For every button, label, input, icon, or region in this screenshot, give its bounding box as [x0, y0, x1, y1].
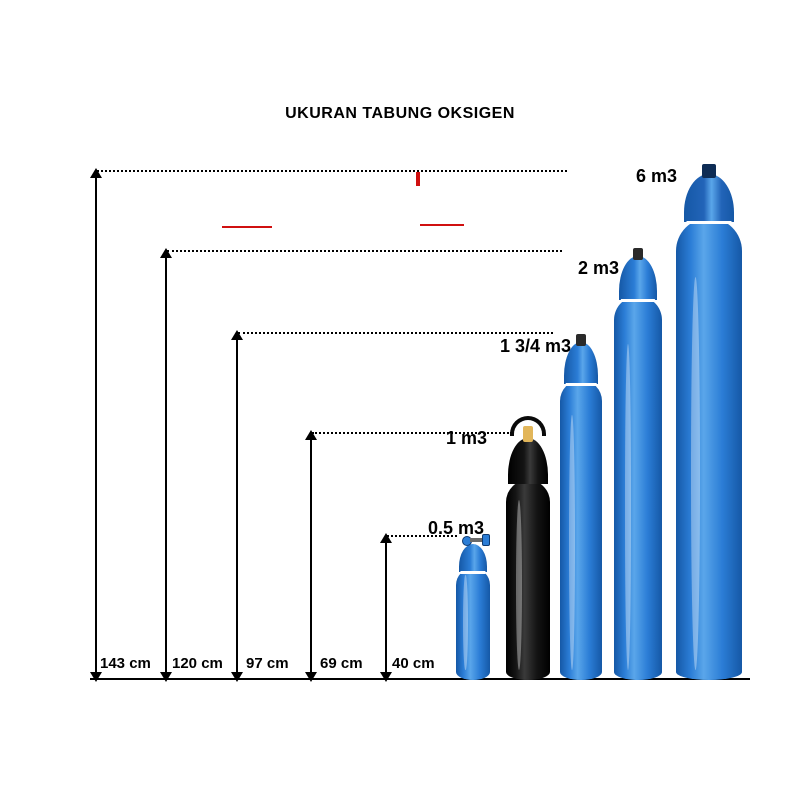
cylinder-body	[456, 568, 490, 680]
cylinder-body	[614, 296, 662, 680]
cylinder	[676, 170, 742, 680]
cylinder-neck-band	[566, 383, 597, 386]
cylinder	[560, 338, 602, 680]
volume-label: 6 m3	[636, 166, 677, 187]
height-label: 69 cm	[320, 655, 363, 672]
cylinder-neck-band	[687, 221, 732, 224]
height-measure-0	[95, 170, 97, 680]
cylinder-neck-band	[621, 299, 655, 302]
cylinder-highlight	[691, 277, 700, 670]
cylinder-cap	[508, 438, 548, 484]
arrow-down-icon	[231, 672, 243, 682]
cylinder-highlight	[516, 500, 522, 670]
volume-label: 2 m3	[578, 258, 619, 279]
red-mark	[222, 226, 272, 228]
leader-line	[238, 332, 553, 334]
cylinder-cap	[459, 544, 487, 572]
cylinder-valve-icon	[508, 408, 548, 442]
arrow-down-icon	[380, 672, 392, 682]
volume-label: 1 m3	[446, 428, 487, 449]
cylinder	[614, 252, 662, 680]
cylinder-cap	[619, 256, 657, 300]
arrow-down-icon	[305, 672, 317, 682]
cylinder-body	[676, 218, 742, 680]
cylinder	[506, 434, 550, 680]
cylinder	[456, 540, 490, 680]
leader-line	[167, 250, 562, 252]
height-measure-1	[165, 250, 167, 680]
volume-label: 0.5 m3	[428, 518, 484, 539]
diagram-stage: 143 cm 120 cm 97 cm 69 cm 40 cm 6 m3 2 m3 1 3/…	[0, 0, 800, 800]
height-label: 143 cm	[100, 655, 151, 672]
red-mark	[416, 172, 420, 186]
leader-line	[97, 170, 567, 172]
cylinder-valve-icon	[576, 334, 586, 346]
cylinder-neck-band	[460, 571, 485, 574]
height-measure-3	[310, 432, 312, 680]
cylinder-body	[506, 480, 550, 680]
arrow-down-icon	[160, 672, 172, 682]
red-mark	[420, 224, 464, 226]
height-label: 120 cm	[172, 655, 223, 672]
height-label: 40 cm	[392, 655, 435, 672]
volume-label: 1 3/4 m3	[500, 336, 571, 357]
cylinder-valve-icon	[633, 248, 643, 260]
height-label: 97 cm	[246, 655, 289, 672]
cylinder-valve-icon	[702, 164, 716, 178]
cylinder-cap	[684, 174, 734, 222]
cylinder-body	[560, 380, 602, 680]
height-measure-4	[385, 535, 387, 680]
arrow-down-icon	[90, 672, 102, 682]
height-measure-2	[236, 332, 238, 680]
